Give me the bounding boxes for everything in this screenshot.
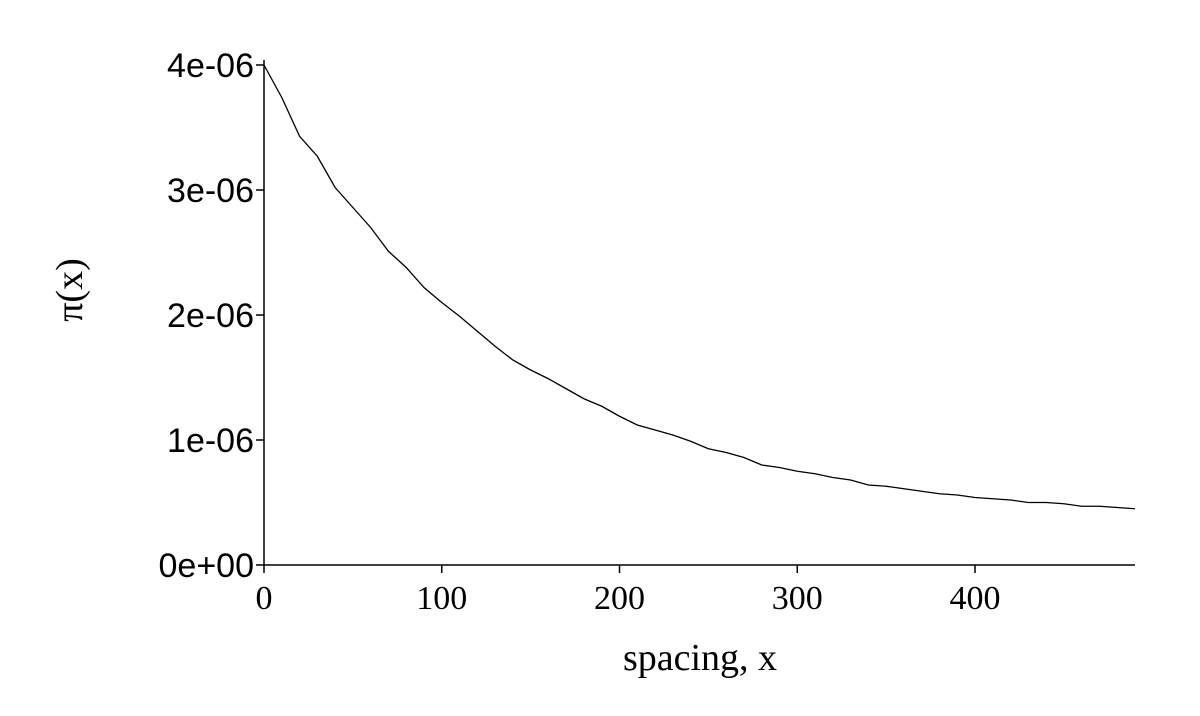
y-tick-label: 2e-06 — [167, 297, 254, 335]
x-tick-label: 300 — [772, 580, 823, 617]
y-axis-label: π(x) — [49, 258, 91, 322]
x-tick-label: 0 — [256, 580, 273, 617]
y-tick-label: 4e-06 — [167, 47, 254, 85]
y-tick-label: 1e-06 — [167, 422, 254, 460]
y-tick-label: 3e-06 — [167, 172, 254, 210]
y-tick-label: 0e+00 — [159, 547, 255, 585]
x-tick-label: 200 — [594, 580, 645, 617]
x-axis-label: spacing, x — [623, 637, 777, 679]
x-tick-label: 400 — [950, 580, 1001, 617]
data-line — [263, 64, 1136, 510]
x-tick-label: 100 — [416, 580, 467, 617]
